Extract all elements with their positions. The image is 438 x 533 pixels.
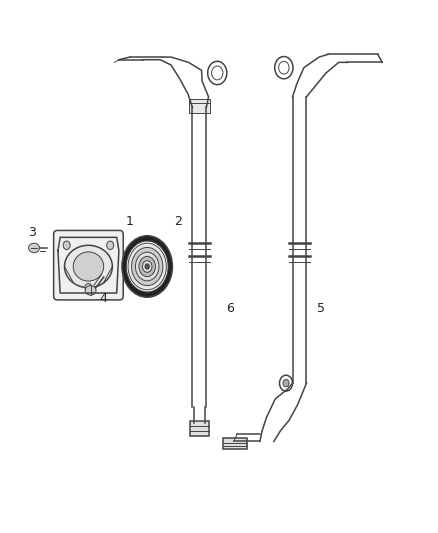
Circle shape xyxy=(135,252,159,281)
Text: 4: 4 xyxy=(100,292,108,305)
Circle shape xyxy=(283,379,289,387)
FancyBboxPatch shape xyxy=(53,230,123,300)
Circle shape xyxy=(142,261,152,272)
Circle shape xyxy=(139,256,155,277)
Text: 6: 6 xyxy=(226,302,234,316)
Bar xyxy=(223,438,247,449)
Circle shape xyxy=(126,241,168,292)
Circle shape xyxy=(63,241,70,249)
Ellipse shape xyxy=(73,252,104,281)
Text: 3: 3 xyxy=(28,225,36,239)
Bar xyxy=(190,421,209,436)
Circle shape xyxy=(107,241,114,249)
Text: 1: 1 xyxy=(126,215,134,228)
Ellipse shape xyxy=(64,245,113,288)
Circle shape xyxy=(85,284,92,292)
Ellipse shape xyxy=(85,286,96,295)
Bar xyxy=(189,100,210,113)
Ellipse shape xyxy=(28,243,39,253)
Circle shape xyxy=(128,243,166,290)
Circle shape xyxy=(131,247,163,286)
Text: 2: 2 xyxy=(174,215,182,228)
Circle shape xyxy=(122,236,173,297)
Circle shape xyxy=(145,264,149,269)
Text: 5: 5 xyxy=(317,302,325,316)
